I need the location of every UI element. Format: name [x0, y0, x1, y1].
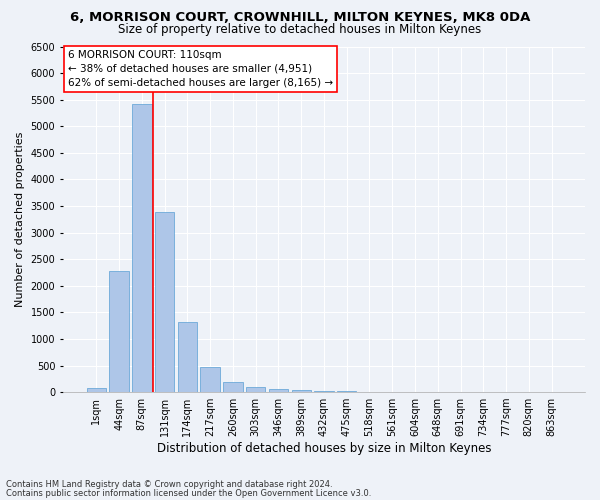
Text: 6 MORRISON COURT: 110sqm
← 38% of detached houses are smaller (4,951)
62% of sem: 6 MORRISON COURT: 110sqm ← 38% of detach…: [68, 50, 333, 88]
Bar: [155, 212, 175, 392]
Bar: [132, 104, 152, 392]
Text: Size of property relative to detached houses in Milton Keynes: Size of property relative to detached ho…: [118, 22, 482, 36]
Text: Contains HM Land Registry data © Crown copyright and database right 2024.: Contains HM Land Registry data © Crown c…: [6, 480, 332, 489]
Bar: [292, 390, 311, 392]
Text: 6, MORRISON COURT, CROWNHILL, MILTON KEYNES, MK8 0DA: 6, MORRISON COURT, CROWNHILL, MILTON KEY…: [70, 11, 530, 24]
Bar: [109, 271, 129, 392]
Bar: [269, 389, 288, 392]
Bar: [200, 366, 220, 392]
X-axis label: Distribution of detached houses by size in Milton Keynes: Distribution of detached houses by size …: [157, 442, 491, 455]
Bar: [246, 388, 265, 392]
Y-axis label: Number of detached properties: Number of detached properties: [15, 132, 25, 307]
Text: Contains public sector information licensed under the Open Government Licence v3: Contains public sector information licen…: [6, 488, 371, 498]
Bar: [314, 391, 334, 392]
Bar: [223, 382, 242, 392]
Bar: [178, 322, 197, 392]
Bar: [86, 388, 106, 392]
